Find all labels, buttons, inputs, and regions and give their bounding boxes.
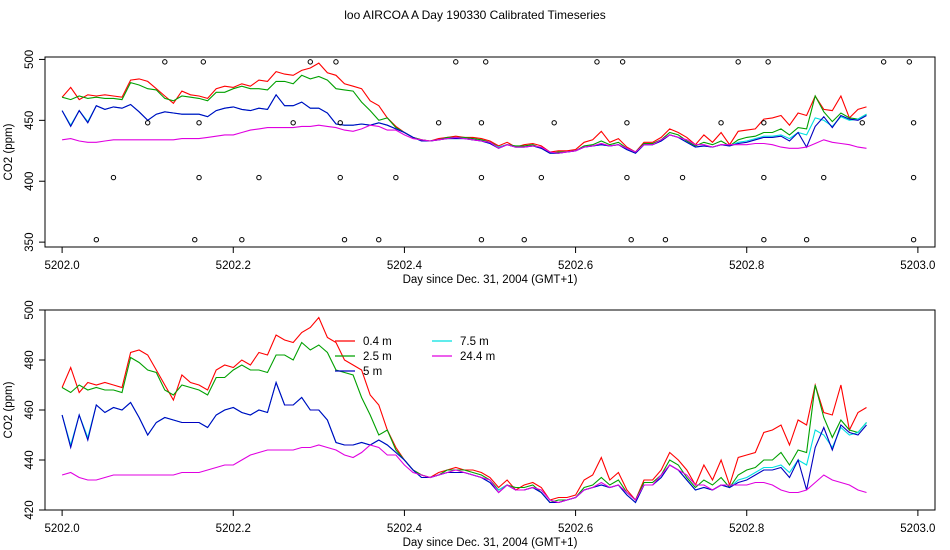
x-tick-label: 5202.0 xyxy=(45,260,80,272)
data-point xyxy=(821,174,827,181)
data-point xyxy=(765,59,771,65)
x-tick-label: 5203.0 xyxy=(900,523,935,535)
data-point xyxy=(594,59,600,65)
data-point xyxy=(196,120,202,126)
data-point xyxy=(196,174,202,181)
data-point xyxy=(307,59,313,65)
plot-area xyxy=(61,316,867,504)
x-tick-label: 5202.2 xyxy=(216,523,251,535)
top-panel: 5202.0 5202.2 5202.4 5202.6 5202.8 5203.0 350 4… xyxy=(3,50,936,286)
series-line xyxy=(61,74,867,154)
data-point xyxy=(200,59,207,65)
data-point xyxy=(910,120,917,126)
data-point xyxy=(628,236,634,243)
y-tick-label: 400 xyxy=(24,172,36,191)
data-point xyxy=(162,59,168,65)
series-line xyxy=(61,444,867,504)
x-tick-label: 5202.6 xyxy=(558,260,593,272)
y-tick-label: 350 xyxy=(24,233,36,252)
plot-frame xyxy=(44,56,936,248)
series-line xyxy=(62,124,867,154)
data-point xyxy=(478,236,485,243)
data-point xyxy=(110,174,117,181)
plot-area xyxy=(61,59,917,243)
data-point xyxy=(290,120,296,126)
data-point xyxy=(859,120,865,126)
y-tick-label: 440 xyxy=(24,450,36,469)
x-tick-label: 5202.6 xyxy=(558,523,593,535)
x-tick-label: 5202.8 xyxy=(729,260,764,272)
data-point xyxy=(624,120,630,126)
data-point xyxy=(906,59,913,65)
data-point xyxy=(483,59,489,65)
y-tick-label: 460 xyxy=(24,400,36,419)
data-point xyxy=(735,59,741,65)
data-point xyxy=(803,236,810,243)
data-point xyxy=(662,236,669,243)
data-point xyxy=(478,120,485,126)
data-point xyxy=(679,174,686,181)
legend-label: 2.5 m xyxy=(363,351,392,363)
page-title: loo AIRCOA A Day 190330 Calibrated Times… xyxy=(344,8,606,22)
y-tick-label: 500 xyxy=(24,50,36,69)
x-tick-label: 5202.0 xyxy=(45,523,80,535)
data-point xyxy=(521,236,527,243)
data-point xyxy=(761,174,767,181)
series-line xyxy=(61,341,867,504)
y-tick-label: 420 xyxy=(24,500,36,519)
x-tick-label: 5202.4 xyxy=(387,260,423,272)
y-axis-label: CO2 (ppm) xyxy=(3,381,15,438)
y-tick-label: 450 xyxy=(24,111,36,130)
data-point xyxy=(337,174,343,181)
y-axis-label: CO2 (ppm) xyxy=(3,123,15,180)
data-point xyxy=(239,236,245,243)
x-axis-label: Day since Dec. 31, 2004 (GMT+1) xyxy=(403,274,578,286)
data-point xyxy=(910,174,917,181)
legend-label: 24.4 m xyxy=(460,351,495,363)
x-tick-label: 5202.4 xyxy=(387,523,423,535)
data-point xyxy=(93,236,100,243)
data-point xyxy=(551,120,557,126)
data-point xyxy=(718,120,724,126)
y-tick-label: 480 xyxy=(24,350,36,369)
data-point xyxy=(341,236,348,243)
data-point xyxy=(192,236,198,243)
legend-label: 0.4 m xyxy=(363,336,392,348)
data-point xyxy=(144,120,151,126)
data-point xyxy=(478,174,485,181)
legend-label: 5 m xyxy=(363,366,382,378)
x-tick-label: 5203.0 xyxy=(900,260,935,272)
data-point xyxy=(453,59,459,65)
data-point xyxy=(624,174,630,181)
bottom-panel: 5202.0 5202.2 5202.4 5202.6 5202.8 5203.0 420 4… xyxy=(3,300,936,549)
legend-label: 7.5 m xyxy=(460,336,489,348)
data-point xyxy=(619,59,626,65)
data-point xyxy=(761,236,767,243)
data-point xyxy=(880,59,887,65)
x-tick-label: 5202.2 xyxy=(216,260,251,272)
data-point xyxy=(376,236,382,243)
data-point xyxy=(435,120,442,126)
data-point xyxy=(256,174,262,181)
data-point xyxy=(538,174,545,181)
data-point xyxy=(910,236,917,243)
data-point xyxy=(333,59,339,65)
y-tick-label: 500 xyxy=(24,300,36,319)
data-point xyxy=(393,174,399,181)
x-tick-label: 5202.8 xyxy=(729,523,764,535)
data-point xyxy=(337,120,343,126)
x-axis-label: Day since Dec. 31, 2004 (GMT+1) xyxy=(403,537,578,549)
data-point xyxy=(761,120,767,126)
